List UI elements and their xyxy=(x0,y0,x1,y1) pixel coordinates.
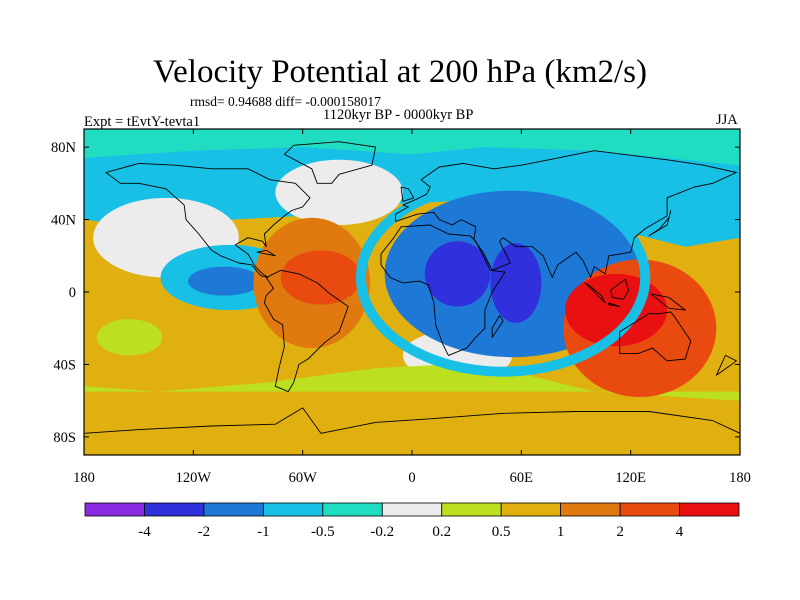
coast-cuba xyxy=(256,249,276,257)
coast-new-guinea xyxy=(650,293,686,311)
colorbar-label: -0.2 xyxy=(370,524,394,540)
y-tick-label: 40S xyxy=(53,357,76,373)
field-africa-min-1 xyxy=(424,241,491,307)
coast-borneo xyxy=(610,278,630,300)
coast-greenland xyxy=(283,141,377,184)
x-tick-label: 120E xyxy=(615,470,646,486)
chart-title: Velocity Potential at 200 hPa (km2/s) xyxy=(152,54,648,90)
field-south-america-max xyxy=(280,250,361,305)
field-africa-min-2 xyxy=(490,243,542,323)
season-label: JJA xyxy=(716,112,738,128)
coast-south-america xyxy=(263,269,349,393)
colorbar: -4 -2 -1 -0.5 -0.2 0.2 0.5 1 2 4 xyxy=(84,502,740,540)
colorbar-swatch xyxy=(381,502,443,517)
y-tick-label: 80S xyxy=(53,430,76,446)
colorbar-label: -1 xyxy=(257,524,270,540)
colorbar-swatch xyxy=(84,502,145,517)
coast-africa-eurasia xyxy=(380,224,506,356)
colorbar-swatch xyxy=(144,502,205,517)
coast-madagascar xyxy=(491,315,504,338)
field-pacific-green xyxy=(96,319,163,356)
colorbar-label: 0.5 xyxy=(492,524,511,540)
field-arctic-band xyxy=(84,129,740,166)
experiment-label: Expt = tEvtY-tevta1 xyxy=(84,114,201,130)
map-field xyxy=(84,129,740,455)
y-tick-label: 40N xyxy=(51,213,77,229)
x-tick-label: 60W xyxy=(289,470,318,486)
colorbar-swatch xyxy=(262,502,324,517)
coast-japan xyxy=(648,210,672,237)
colorbar-label: 2 xyxy=(616,524,624,540)
colorbar-swatch xyxy=(560,502,621,517)
colorbar-swatch xyxy=(500,502,562,517)
colorbar-swatch xyxy=(203,502,264,517)
colorbar-label: -4 xyxy=(138,524,151,540)
field-atlantic-grey xyxy=(275,159,403,225)
coast-eurasia xyxy=(395,150,737,278)
colorbar-label: -2 xyxy=(198,524,211,540)
coast-new-zealand xyxy=(715,354,737,376)
coast-indonesia-1 xyxy=(584,282,606,304)
y-tick-label: 0 xyxy=(69,285,76,301)
field-asia-halo xyxy=(355,178,651,377)
x-tick-label: 120W xyxy=(176,470,212,486)
colorbar-label: 0.2 xyxy=(432,524,451,540)
x-tick-label: 180 xyxy=(73,470,95,486)
colorbar-swatch xyxy=(441,502,502,517)
field-pacific-min xyxy=(187,266,261,296)
x-tick-label: 60E xyxy=(510,470,534,486)
coastlines xyxy=(84,141,740,434)
stats-label: rmsd= 0.94688 diff= -0.000158017 xyxy=(190,94,381,109)
colorbar-swatch xyxy=(619,502,680,517)
coast-australia xyxy=(619,311,692,362)
field-southern-green xyxy=(84,364,740,401)
x-tick-label: 0 xyxy=(408,470,415,486)
period-label: 1120kyr BP - 0000kyr BP xyxy=(323,107,474,123)
colorbar-label: -0.5 xyxy=(311,524,335,540)
coast-north-america xyxy=(105,162,311,278)
coast-britain xyxy=(400,186,415,202)
map-axes: 180 120W 60W 0 60E 120E 180 80N 40N 0 40S 80S xyxy=(51,129,751,486)
coast-indonesia-2 xyxy=(608,302,621,307)
colorbar-swatch xyxy=(322,502,383,517)
coast-antarctica xyxy=(84,407,740,434)
colorbar-swatch xyxy=(679,502,740,517)
colorbar-label: 1 xyxy=(557,524,565,540)
y-tick-label: 80N xyxy=(51,140,77,156)
x-tick-label: 180 xyxy=(729,470,751,486)
colorbar-label: 4 xyxy=(676,524,684,540)
